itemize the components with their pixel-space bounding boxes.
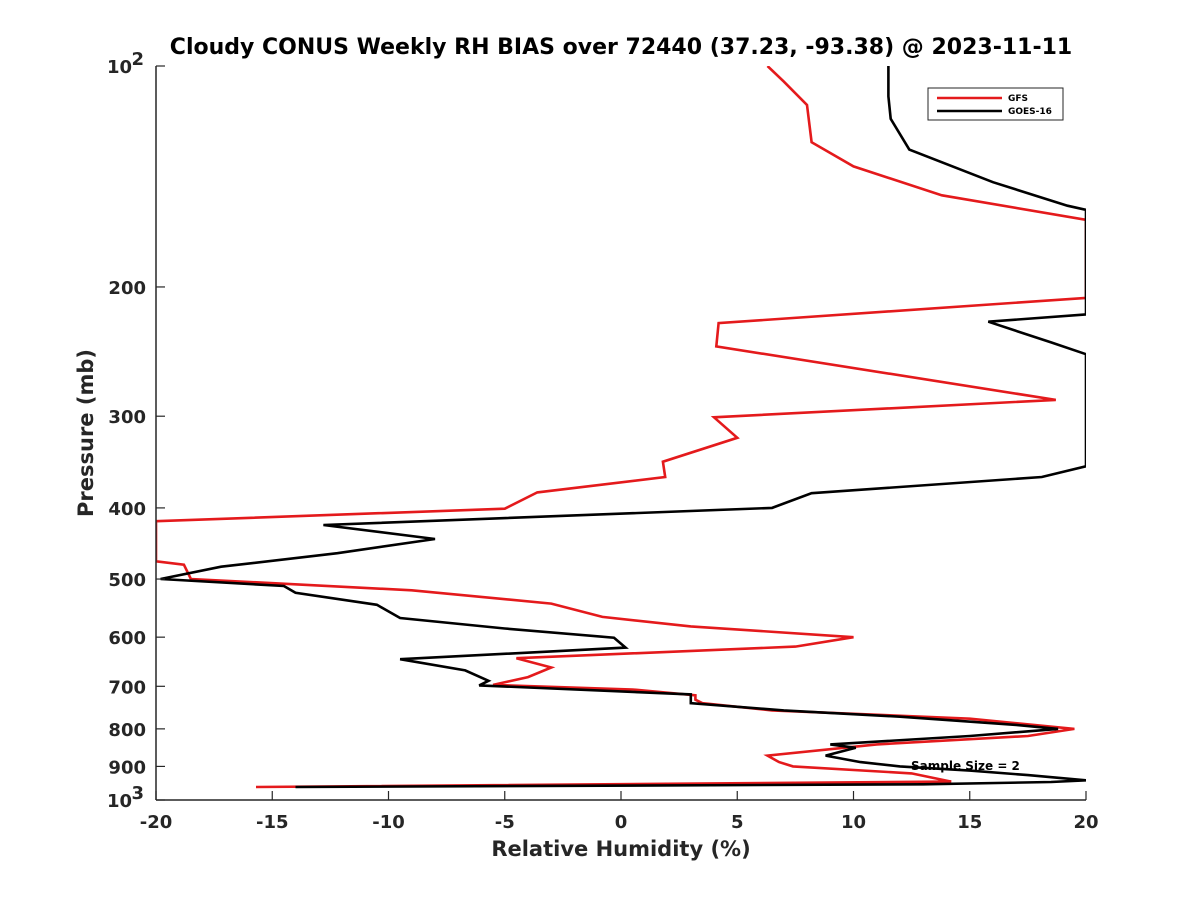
x-tick-label: 10 bbox=[841, 812, 866, 833]
y-tick-label: 10 bbox=[107, 57, 132, 78]
y-tick-exponent: 3 bbox=[131, 783, 144, 804]
series-line-gfs bbox=[156, 66, 1086, 789]
y-tick-label: 900 bbox=[108, 757, 146, 778]
legend-label: GOES-16 bbox=[1008, 107, 1052, 117]
series-layer bbox=[156, 66, 1086, 789]
series-line-goes-16 bbox=[160, 66, 1086, 789]
y-axis-label: Pressure (mb) bbox=[74, 349, 98, 517]
sample-size-annotation: Sample Size = 2 bbox=[911, 759, 1020, 773]
y-tick-label: 10 bbox=[107, 791, 132, 812]
y-tick-label: 600 bbox=[108, 628, 146, 649]
x-tick-label: -10 bbox=[372, 812, 405, 833]
x-tick-label: -20 bbox=[140, 812, 173, 833]
y-tick-label: 800 bbox=[108, 720, 146, 741]
chart-title: Cloudy CONUS Weekly RH BIAS over 72440 (… bbox=[170, 35, 1072, 60]
legend-label: GFS bbox=[1008, 94, 1028, 104]
y-tick-exponent: 2 bbox=[131, 49, 144, 70]
x-ticks: -20 -15 -10 -5 0 5 10 15 20 bbox=[140, 791, 1099, 833]
x-axis-label: Relative Humidity (%) bbox=[491, 837, 750, 861]
y-tick-label: 700 bbox=[108, 677, 146, 698]
y-tick-label: 200 bbox=[108, 278, 146, 299]
legend: GFS GOES-16 bbox=[927, 87, 1064, 121]
plot-area bbox=[156, 66, 1086, 800]
x-tick-label: -5 bbox=[495, 812, 515, 833]
x-tick-label: -15 bbox=[256, 812, 289, 833]
x-tick-label: 15 bbox=[957, 812, 982, 833]
x-tick-label: 20 bbox=[1073, 812, 1098, 833]
x-tick-label: 0 bbox=[615, 812, 628, 833]
y-tick-label: 300 bbox=[108, 407, 146, 428]
x-tick-label: 5 bbox=[731, 812, 744, 833]
y-tick-label: 500 bbox=[108, 570, 146, 591]
y-tick-label: 400 bbox=[108, 499, 146, 520]
legend-box bbox=[927, 87, 1064, 121]
